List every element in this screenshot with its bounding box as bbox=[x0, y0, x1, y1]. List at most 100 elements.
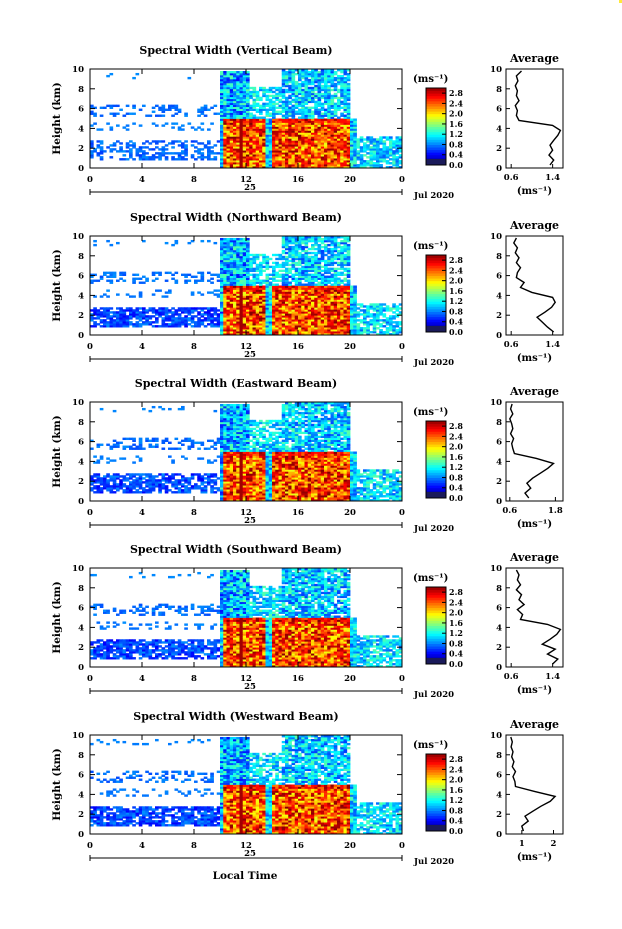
heatmap-cell bbox=[90, 273, 94, 276]
heatmap-cell bbox=[220, 329, 224, 332]
heatmap-cell bbox=[307, 86, 312, 90]
heatmap-cell bbox=[291, 289, 296, 292]
heatmap-cell bbox=[272, 112, 276, 115]
heatmap-cell bbox=[314, 333, 318, 336]
heatmap-cell bbox=[190, 156, 195, 159]
heatmap-cell bbox=[327, 285, 331, 288]
heatmap-cell bbox=[291, 69, 296, 72]
heatmap-cell bbox=[317, 259, 322, 263]
heatmap-cell bbox=[236, 116, 240, 119]
heatmap-cell bbox=[229, 253, 234, 257]
heatmap-cell bbox=[285, 237, 289, 241]
heatmap-cell bbox=[285, 100, 289, 104]
heatmap-cell bbox=[116, 315, 120, 318]
heatmap-cell bbox=[259, 120, 263, 123]
heatmap-cell bbox=[268, 148, 273, 151]
heatmap-cell bbox=[239, 82, 244, 86]
heatmap-cell bbox=[278, 279, 283, 282]
heatmap-cell bbox=[298, 116, 302, 119]
x-tick-label: 8 bbox=[191, 342, 197, 352]
heatmap-cell bbox=[346, 84, 351, 88]
heatmap-cell bbox=[285, 241, 289, 245]
heatmap-cell bbox=[236, 239, 240, 243]
heatmap-cell bbox=[320, 106, 325, 109]
heatmap-cell bbox=[291, 299, 296, 302]
heatmap-cell bbox=[314, 112, 318, 115]
heatmap-cell bbox=[307, 128, 312, 131]
heatmap-cell bbox=[324, 293, 328, 296]
heatmap-cell bbox=[278, 164, 283, 167]
heatmap-cell bbox=[184, 148, 188, 151]
heatmap-cell bbox=[298, 261, 302, 265]
heatmap-cell bbox=[294, 102, 299, 106]
heatmap-cell bbox=[265, 110, 270, 113]
heatmap-cell bbox=[138, 295, 143, 298]
heatmap-cell bbox=[320, 104, 325, 108]
heatmap-cell bbox=[281, 277, 286, 280]
heatmap-cell bbox=[239, 297, 244, 300]
heatmap-cell bbox=[307, 126, 312, 129]
heatmap-cell bbox=[229, 98, 234, 102]
heatmap-cell bbox=[307, 72, 312, 76]
heatmap-cell bbox=[242, 118, 247, 121]
heatmap-cell bbox=[252, 88, 257, 92]
heatmap-cell bbox=[333, 237, 338, 241]
heatmap-cell bbox=[249, 281, 253, 284]
heatmap-cell bbox=[272, 104, 276, 108]
heatmap-cell bbox=[109, 112, 114, 115]
heatmap-cell bbox=[356, 144, 361, 147]
heatmap-cell bbox=[90, 146, 94, 149]
heatmap-cell bbox=[340, 114, 344, 117]
heatmap-cell bbox=[314, 247, 318, 251]
heatmap-cell bbox=[177, 158, 182, 161]
heatmap-cell bbox=[327, 76, 331, 80]
heatmap-cell bbox=[307, 291, 312, 294]
heatmap-cell bbox=[353, 142, 357, 145]
heatmap-cell bbox=[294, 311, 299, 314]
heatmap-cell bbox=[272, 331, 276, 334]
heatmap-cell bbox=[242, 80, 247, 84]
heatmap-cell bbox=[330, 130, 335, 133]
heatmap-cell bbox=[246, 80, 250, 84]
heatmap-cell bbox=[226, 120, 231, 123]
heatmap-cell bbox=[262, 319, 266, 322]
heatmap-cell bbox=[233, 333, 237, 336]
heatmap-cell bbox=[164, 122, 169, 125]
heatmap-cell bbox=[301, 321, 305, 324]
heatmap-cell bbox=[320, 307, 325, 310]
heatmap-cell bbox=[337, 104, 341, 108]
heatmap-cell bbox=[272, 126, 276, 129]
heatmap-cell bbox=[330, 138, 335, 141]
heatmap-cell bbox=[337, 82, 341, 86]
heatmap-cell bbox=[161, 124, 166, 127]
heatmap-cell bbox=[320, 142, 325, 145]
heatmap-cell bbox=[317, 88, 322, 92]
heatmap-cell bbox=[379, 166, 383, 169]
heatmap-cell bbox=[239, 307, 244, 310]
heatmap-cell bbox=[275, 299, 279, 302]
heatmap-cell bbox=[324, 98, 328, 102]
heatmap-cell bbox=[252, 144, 257, 147]
heatmap-cell bbox=[93, 148, 97, 151]
heatmap-cell bbox=[340, 289, 344, 292]
heatmap-cell bbox=[272, 289, 276, 292]
heatmap-cell bbox=[239, 313, 244, 316]
heatmap-cell bbox=[220, 80, 224, 84]
heatmap-cell bbox=[307, 158, 312, 161]
heatmap-cell bbox=[96, 315, 101, 318]
heatmap-cell bbox=[281, 69, 286, 72]
heatmap-cell bbox=[317, 313, 322, 316]
heatmap-cell bbox=[226, 106, 231, 109]
heatmap-cell bbox=[272, 305, 276, 308]
heatmap-cell bbox=[226, 289, 231, 292]
heatmap-cell bbox=[223, 333, 227, 336]
heatmap-cell bbox=[229, 287, 234, 290]
heatmap-cell bbox=[255, 126, 260, 129]
heatmap-cell bbox=[223, 120, 227, 123]
heatmap-cell bbox=[392, 325, 396, 328]
heatmap-cell bbox=[226, 279, 231, 282]
heatmap-cell bbox=[246, 142, 250, 145]
heatmap-cell bbox=[223, 311, 227, 314]
heatmap-cell bbox=[281, 124, 286, 127]
